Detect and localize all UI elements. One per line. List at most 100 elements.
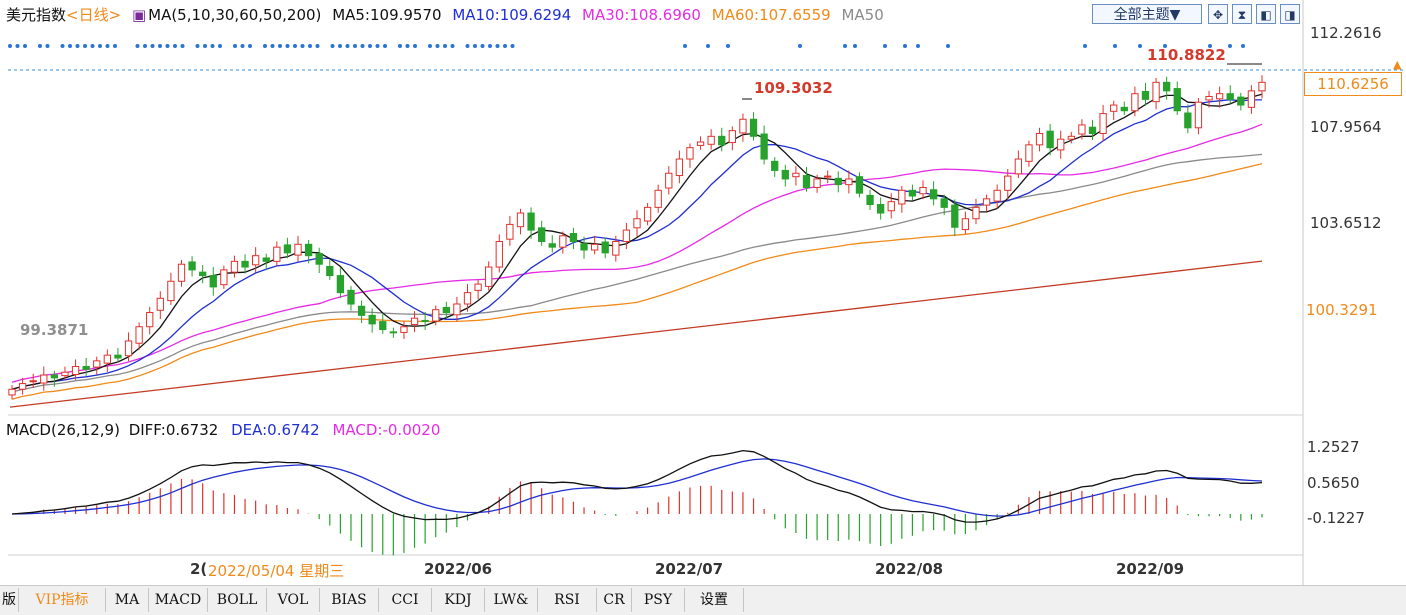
candle-body xyxy=(1035,132,1044,146)
candle-body xyxy=(1099,113,1107,134)
candle-body xyxy=(262,257,270,262)
instrument-title: 美元指数 xyxy=(6,6,67,24)
event-dot xyxy=(98,44,102,48)
candle-body xyxy=(326,265,334,277)
event-dot xyxy=(726,44,730,48)
candle-body xyxy=(156,297,164,311)
candle-body xyxy=(1247,90,1256,108)
scroll-left-icon[interactable]: ◧ xyxy=(1256,4,1276,24)
tab-ma[interactable]: MA xyxy=(106,588,149,612)
candle-body xyxy=(400,326,408,333)
candle-body xyxy=(209,275,217,288)
candle-body xyxy=(887,201,895,212)
tab-vip[interactable]: VIP指标 xyxy=(19,588,106,612)
ma60-value: MA60:107.6559 xyxy=(711,6,831,24)
tab-boll[interactable]: BOLL xyxy=(208,588,267,612)
tab-vol[interactable]: VOL xyxy=(267,588,320,612)
event-dot xyxy=(480,44,485,48)
tab-macd[interactable]: MACD xyxy=(149,588,208,612)
indicator-header: 美元指数<日线> ▣ MA(5,10,30,60,50,200) MA5:109.… xyxy=(0,0,1300,30)
candle-body xyxy=(188,261,196,271)
candle-body xyxy=(951,204,959,228)
candle-body xyxy=(516,212,525,228)
candle-body xyxy=(993,189,1001,202)
candle-body xyxy=(61,371,69,377)
period-selector[interactable]: <日线> xyxy=(66,6,122,24)
price-chart[interactable] xyxy=(0,0,1406,585)
candle-body xyxy=(283,244,292,254)
event-dot xyxy=(398,44,402,48)
high-annotation-1: 109.3032 xyxy=(754,79,833,97)
candle-body xyxy=(718,135,726,146)
candle-body xyxy=(792,172,800,178)
scroll-right-icon[interactable]: ◨ xyxy=(1280,4,1300,24)
candle-body xyxy=(866,194,874,206)
event-dot xyxy=(683,44,687,48)
price-pointer-icon: ▲ xyxy=(1393,58,1402,71)
event-dot xyxy=(798,44,802,48)
candle-body xyxy=(845,178,853,186)
candle-body xyxy=(929,189,938,200)
candle-body xyxy=(813,178,821,188)
candle-body xyxy=(898,189,906,205)
event-dot xyxy=(383,44,387,48)
candle-body xyxy=(824,175,832,178)
diff-line xyxy=(11,449,1263,523)
tab-bias[interactable]: BIAS xyxy=(320,588,379,612)
candle-body xyxy=(1067,135,1075,140)
candle-body xyxy=(241,260,249,268)
candle-body xyxy=(538,227,546,242)
event-dot xyxy=(883,44,887,48)
candle-body xyxy=(675,158,684,177)
candle-body xyxy=(961,218,970,231)
event-dot xyxy=(1228,44,1232,48)
candle-body xyxy=(1110,104,1118,112)
tab-psy[interactable]: PSY xyxy=(632,588,685,612)
event-dot xyxy=(165,44,170,48)
event-dot xyxy=(45,44,50,48)
candle-body xyxy=(919,186,927,195)
event-dot xyxy=(946,44,950,48)
candle-body xyxy=(1237,96,1245,106)
theme-dropdown[interactable]: 全部主题▼ xyxy=(1092,4,1202,24)
tab-cr[interactable]: CR xyxy=(597,588,632,612)
date-label-3: 2022/07 xyxy=(655,560,724,578)
event-dot xyxy=(285,44,290,48)
event-dot xyxy=(90,44,95,48)
tab-rsi[interactable]: RSI xyxy=(538,588,597,612)
candle-body xyxy=(982,198,991,206)
candle-body xyxy=(357,305,366,316)
candle-body xyxy=(834,177,842,186)
tab-kdj[interactable]: KDJ xyxy=(432,588,485,612)
candle-body xyxy=(1163,81,1171,92)
candle-body xyxy=(453,303,461,316)
event-dot xyxy=(1083,44,1087,48)
ma-settings-icon[interactable]: ▣ xyxy=(131,6,147,24)
zoom-fit-icon[interactable]: ✥ xyxy=(1208,4,1228,24)
date-label-2: 2022/06 xyxy=(424,560,493,578)
candle-body xyxy=(1057,138,1065,151)
tab-layout[interactable]: 版 xyxy=(0,588,19,612)
candle-body xyxy=(347,289,355,305)
event-dot xyxy=(15,44,20,48)
tab-cci[interactable]: CCI xyxy=(379,588,432,612)
candle-body xyxy=(50,374,59,379)
tab-settings[interactable]: 设置 xyxy=(685,588,744,612)
candle-body xyxy=(1078,124,1086,135)
cursor-date-label: 2022/05/04 星期三 xyxy=(208,560,345,581)
tab-lw[interactable]: LW& xyxy=(485,588,538,612)
candle-body xyxy=(135,326,143,344)
ma10-value: MA10:109.6294 xyxy=(452,6,572,24)
candle-body xyxy=(368,314,376,325)
candle-body xyxy=(972,206,980,220)
event-dot xyxy=(443,44,447,48)
candle-body xyxy=(273,246,281,262)
macd-dea: DEA:0.6742 xyxy=(231,421,320,439)
ma200-line xyxy=(9,260,1263,408)
candle-body xyxy=(29,380,37,383)
candle-body xyxy=(82,366,90,370)
current-price-badge: 110.6256 xyxy=(1304,72,1402,96)
zoom-in-icon[interactable]: ⧗ xyxy=(1232,4,1252,24)
ma50-line xyxy=(11,153,1263,393)
